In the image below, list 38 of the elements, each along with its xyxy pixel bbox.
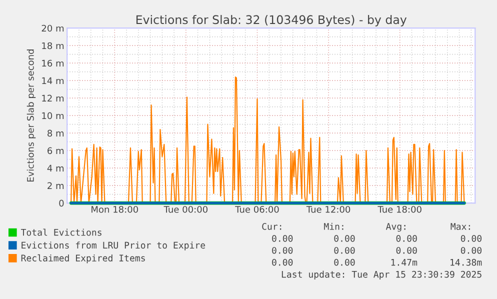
legend-label: Reclaimed Expired Items <box>21 254 145 264</box>
text: 0.00 <box>272 246 293 254</box>
legend-label: Total Evictions <box>20 228 102 236</box>
text: 0.00 <box>396 246 417 254</box>
text: 0.00 <box>272 258 293 266</box>
x-tick-label: Tue 12:00 <box>306 206 350 213</box>
y-axis-title: Evictions per Slab per second <box>26 50 36 182</box>
legend-label: Evictions from LRU Prior to Expire <box>22 242 206 250</box>
text: 0.00 <box>334 246 355 254</box>
y-tick-label: 14 m <box>42 77 64 84</box>
text: 0.00 <box>460 246 482 254</box>
text: Cur: <box>262 223 282 230</box>
x-tick-label: Tue 00:00 <box>164 206 208 213</box>
y-tick-label: 10 m <box>42 112 64 120</box>
x-tick-label: Mon 18:00 <box>92 206 138 213</box>
text: Max: <box>450 223 470 230</box>
x-tick-label: Tue 06:00 <box>235 206 279 213</box>
text: 0.00 <box>396 235 417 242</box>
y-tick-label: 6 m <box>48 147 64 154</box>
chart-title: Evictions for Slab: 32 (103496 Bytes) - by day <box>136 14 407 26</box>
text: 14.38m <box>450 258 482 266</box>
y-tick-label: 2 m <box>48 182 64 189</box>
y-tick-label: 16 m <box>42 60 64 67</box>
text: 0.00 <box>460 235 482 242</box>
y-tick-label: 18 m <box>42 42 64 50</box>
text: 0.00 <box>334 235 355 242</box>
y-tick-label: 20 m <box>42 24 64 32</box>
y-tick-label: 0 <box>59 200 64 207</box>
x-tick-label: Tue 18:00 <box>378 206 422 213</box>
y-tick-label: 4 m <box>47 164 64 172</box>
y-tick-label: 8 m <box>48 130 64 137</box>
text: Last update: Tue Apr 15 23:30:39 2025 <box>282 270 482 280</box>
text: Avg: <box>386 223 406 232</box>
text: 0.00 <box>272 235 293 242</box>
text: 0.00 <box>334 258 355 266</box>
y-tick-label: 12 m <box>42 94 64 102</box>
text: 1.47m <box>391 259 418 266</box>
text: Min: <box>324 222 344 230</box>
